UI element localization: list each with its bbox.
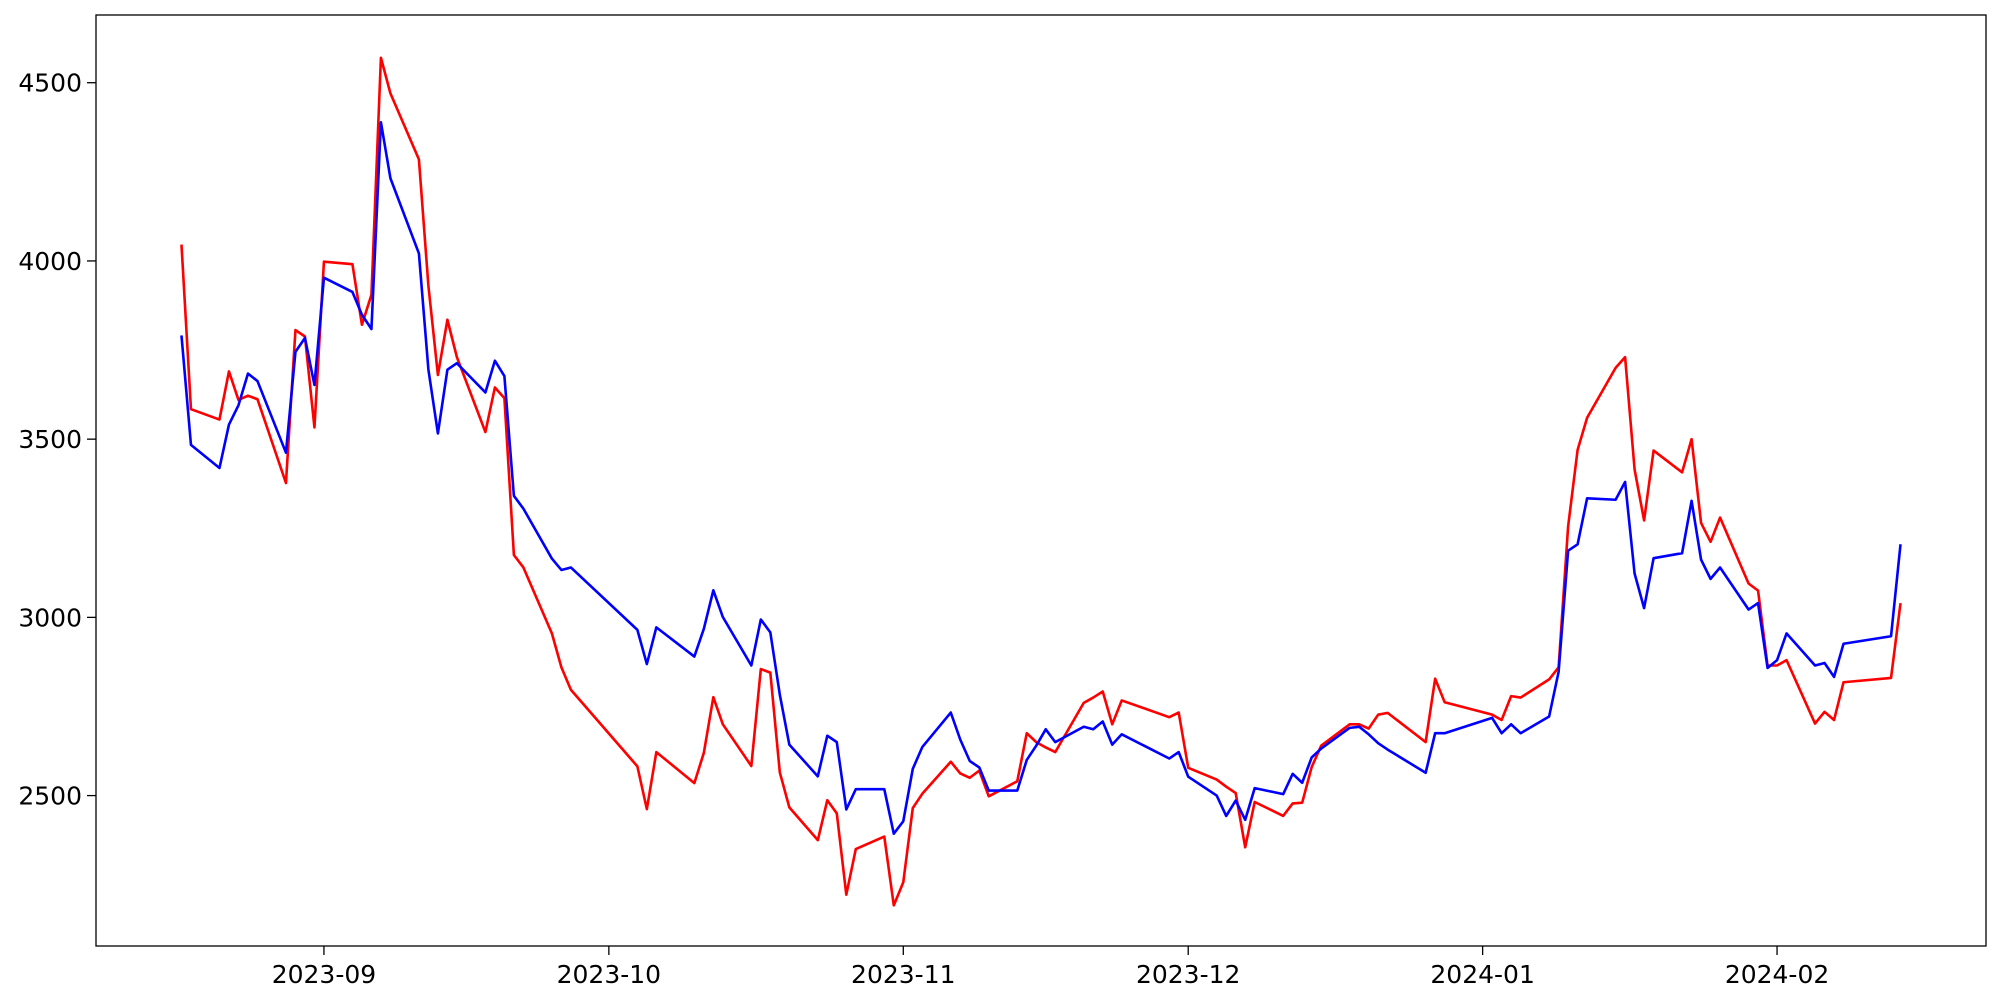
line-series <box>180 120 1902 836</box>
x-tick-label: 2023-12 <box>1136 960 1240 989</box>
x-tick-label: 2024-01 <box>1430 960 1534 989</box>
x-tick-label: 2023-10 <box>557 960 661 989</box>
x-tick-label: 2023-09 <box>272 960 376 989</box>
y-tick-label: 2500 <box>18 782 82 811</box>
y-tick-label: 4000 <box>18 247 82 276</box>
y-tick-label: 3000 <box>18 603 82 632</box>
x-tick-label: 2023-11 <box>851 960 955 989</box>
x-tick-label: 2024-02 <box>1725 960 1829 989</box>
y-tick-label: 3500 <box>18 425 82 454</box>
plot-frame <box>95 14 1987 947</box>
line-series <box>180 56 1902 907</box>
y-tick-label: 4500 <box>18 69 82 98</box>
